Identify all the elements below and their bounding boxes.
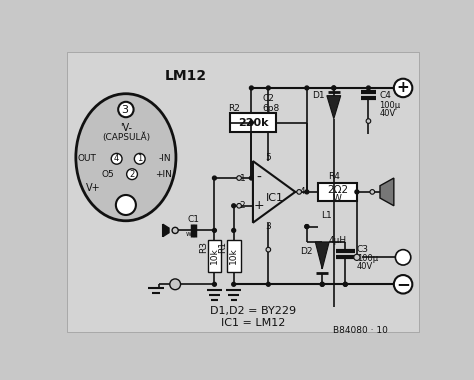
Circle shape [212, 282, 216, 286]
Circle shape [237, 203, 241, 208]
Polygon shape [380, 178, 394, 206]
Text: −: − [396, 275, 410, 293]
Bar [208, 240, 221, 272]
Text: D2: D2 [301, 247, 313, 256]
Circle shape [170, 279, 181, 290]
Circle shape [111, 154, 122, 164]
Circle shape [127, 169, 137, 180]
Circle shape [212, 176, 216, 180]
Text: +: + [397, 81, 410, 95]
Circle shape [394, 275, 412, 293]
Bar [227, 240, 241, 272]
Circle shape [305, 86, 309, 90]
Text: +IN: +IN [155, 170, 172, 179]
Text: C1: C1 [188, 215, 200, 224]
Text: IC1: IC1 [265, 193, 283, 203]
Text: R2: R2 [228, 104, 240, 113]
Circle shape [232, 282, 236, 286]
Text: 2: 2 [129, 170, 135, 179]
Circle shape [297, 190, 301, 194]
Circle shape [266, 247, 271, 252]
Text: LM12: LM12 [164, 70, 207, 83]
Polygon shape [315, 242, 329, 269]
Circle shape [232, 204, 236, 208]
Text: +: + [254, 199, 264, 212]
Text: -IN: -IN [158, 154, 171, 163]
Text: R3: R3 [199, 241, 208, 253]
Text: O5: O5 [101, 170, 114, 179]
Text: B84080 · 10: B84080 · 10 [333, 326, 388, 335]
Text: 6p8: 6p8 [262, 104, 280, 113]
Circle shape [212, 228, 216, 232]
Text: 1: 1 [137, 154, 142, 163]
Circle shape [370, 190, 374, 194]
Circle shape [320, 282, 324, 286]
Text: C3: C3 [357, 245, 369, 254]
Circle shape [366, 119, 371, 124]
Text: 40V: 40V [357, 262, 373, 271]
Circle shape [305, 225, 309, 228]
Text: R1: R1 [219, 241, 228, 253]
Circle shape [172, 227, 178, 233]
Text: 10k: 10k [210, 247, 219, 264]
Text: OUT: OUT [78, 154, 97, 163]
Text: L1: L1 [321, 211, 331, 220]
Circle shape [366, 86, 370, 90]
Bar [249, 155, 307, 232]
Circle shape [249, 121, 253, 125]
Text: 2: 2 [240, 201, 245, 210]
Text: 2Ω2: 2Ω2 [327, 185, 348, 195]
Circle shape [332, 86, 336, 90]
Circle shape [232, 228, 236, 232]
Circle shape [134, 154, 145, 164]
Text: 4µH: 4µH [328, 236, 346, 245]
Text: w: w [186, 231, 192, 237]
Text: 'V-: 'V- [120, 123, 132, 133]
Text: R4: R4 [328, 172, 340, 181]
Circle shape [332, 86, 336, 90]
Ellipse shape [76, 94, 176, 221]
Polygon shape [163, 224, 169, 237]
Circle shape [266, 86, 270, 90]
Circle shape [395, 250, 411, 265]
Circle shape [305, 190, 309, 194]
Circle shape [116, 195, 136, 215]
Circle shape [343, 282, 347, 286]
Text: C4: C4 [379, 91, 391, 100]
Circle shape [249, 176, 253, 180]
Circle shape [266, 282, 270, 286]
Text: 10k: 10k [229, 247, 238, 264]
Text: 100µ: 100µ [357, 254, 378, 263]
Text: (CAPSULĂ): (CAPSULĂ) [102, 133, 150, 142]
Circle shape [320, 282, 324, 286]
Text: D1,D2 = BY229: D1,D2 = BY229 [210, 306, 296, 316]
Circle shape [237, 176, 241, 180]
Text: 1: 1 [239, 174, 245, 182]
Circle shape [394, 79, 412, 97]
Bar [230, 113, 276, 132]
Text: 100µ: 100µ [379, 101, 401, 110]
Text: 3: 3 [265, 222, 271, 231]
Text: 3: 3 [121, 105, 128, 114]
Text: V+: V+ [86, 183, 100, 193]
Circle shape [343, 282, 347, 286]
Polygon shape [327, 96, 341, 119]
Text: 5: 5 [265, 153, 271, 162]
Text: 4: 4 [114, 154, 119, 163]
Bar [319, 183, 357, 201]
Text: C2: C2 [262, 94, 274, 103]
Text: 40V: 40V [379, 109, 395, 118]
Circle shape [305, 225, 309, 228]
Text: 4: 4 [299, 187, 305, 196]
Text: D1: D1 [312, 91, 325, 100]
Text: W: W [333, 193, 342, 203]
Circle shape [354, 254, 360, 260]
Circle shape [355, 190, 359, 194]
Text: IC1 = LM12: IC1 = LM12 [221, 318, 285, 328]
Text: 220k: 220k [237, 117, 268, 128]
Text: -: - [256, 171, 262, 185]
Circle shape [118, 102, 134, 117]
Circle shape [249, 86, 253, 90]
